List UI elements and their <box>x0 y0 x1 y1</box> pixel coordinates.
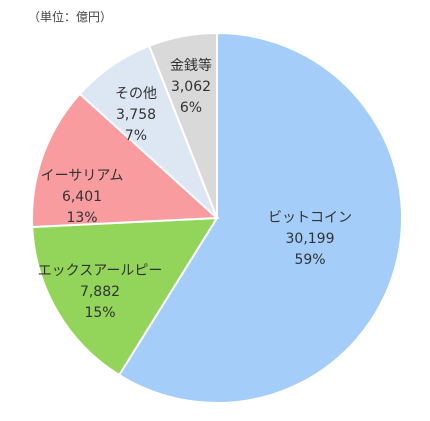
slice-label: ビットコイン <box>268 210 352 226</box>
slice-label: イーサリアム <box>41 168 124 184</box>
slice-label: その他 <box>115 86 157 102</box>
pie-slice <box>31 92 220 229</box>
slice-value: 3,758 <box>116 107 156 123</box>
slice-value: 3,062 <box>171 79 211 95</box>
slice-percent: 6% <box>180 100 202 116</box>
pie-slice <box>147 31 218 219</box>
unit-label: （単位：億円） <box>28 10 113 24</box>
slice-label: 金銭等 <box>170 57 212 74</box>
slice-percent: 7% <box>125 128 147 144</box>
slice-percent: 59% <box>294 252 325 268</box>
slice-percent: 15% <box>84 305 115 321</box>
slice-value: 7,882 <box>80 284 120 300</box>
pie-slice <box>31 216 219 377</box>
slice-percent: 13% <box>66 210 97 226</box>
slice-label: エックスアールピー <box>38 263 163 279</box>
slice-value: 6,401 <box>62 189 102 205</box>
slice-value: 30,199 <box>286 231 335 247</box>
pie-slice <box>117 31 403 404</box>
